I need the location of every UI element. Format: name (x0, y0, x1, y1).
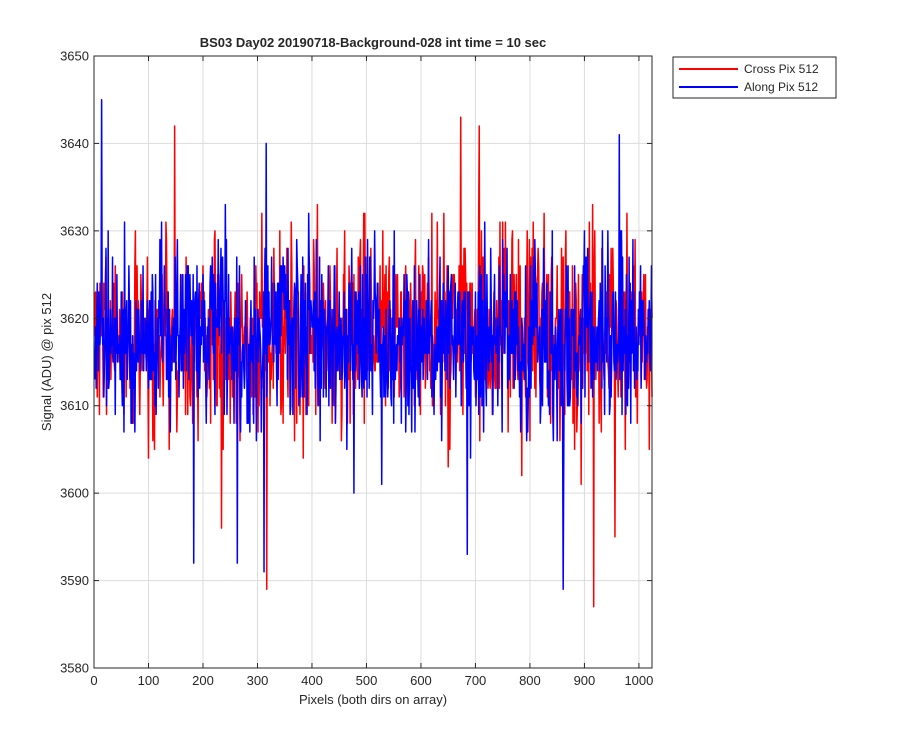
x-tick-label: 900 (574, 673, 596, 688)
series-line-1 (93, 98, 653, 591)
y-tick-label: 3650 (60, 49, 89, 64)
axis-ticks: 0 100 200 300 400 500 600 700 800 900 1000 3580 3590… (60, 49, 653, 689)
x-tick-label: 0 (90, 673, 97, 688)
x-tick-label: 100 (138, 673, 160, 688)
y-tick-label: 3580 (60, 661, 89, 676)
legend: Cross Pix 512 Along Pix 512 (672, 56, 837, 99)
x-tick-label: 600 (410, 673, 432, 688)
y-tick-label: 3600 (60, 486, 89, 501)
x-tick-label: 700 (465, 673, 487, 688)
x-tick-label: 500 (356, 673, 378, 688)
plot-frame (93, 55, 653, 669)
legend-entry-along: Along Pix 512 (744, 80, 818, 94)
x-tick-label: 800 (519, 673, 541, 688)
x-tick-label: 200 (192, 673, 214, 688)
series-layer (93, 98, 653, 608)
x-tick-label: 400 (301, 673, 323, 688)
legend-entry-cross: Cross Pix 512 (744, 62, 819, 76)
x-axis-label: Pixels (both dirs on array) (299, 692, 447, 707)
chart-title: BS03 Day02 20190718-Background-028 int t… (200, 35, 547, 50)
y-axis-label: Signal (ADU) @ pix 512 (39, 293, 54, 431)
y-tick-label: 3640 (60, 136, 89, 151)
x-tick-label: 300 (247, 673, 269, 688)
y-tick-label: 3610 (60, 398, 89, 413)
y-tick-label: 3620 (60, 311, 89, 326)
x-tick-label: 1000 (624, 673, 653, 688)
y-tick-label: 3630 (60, 223, 89, 238)
legend-box (672, 56, 837, 99)
y-tick-label: 3590 (60, 573, 89, 588)
